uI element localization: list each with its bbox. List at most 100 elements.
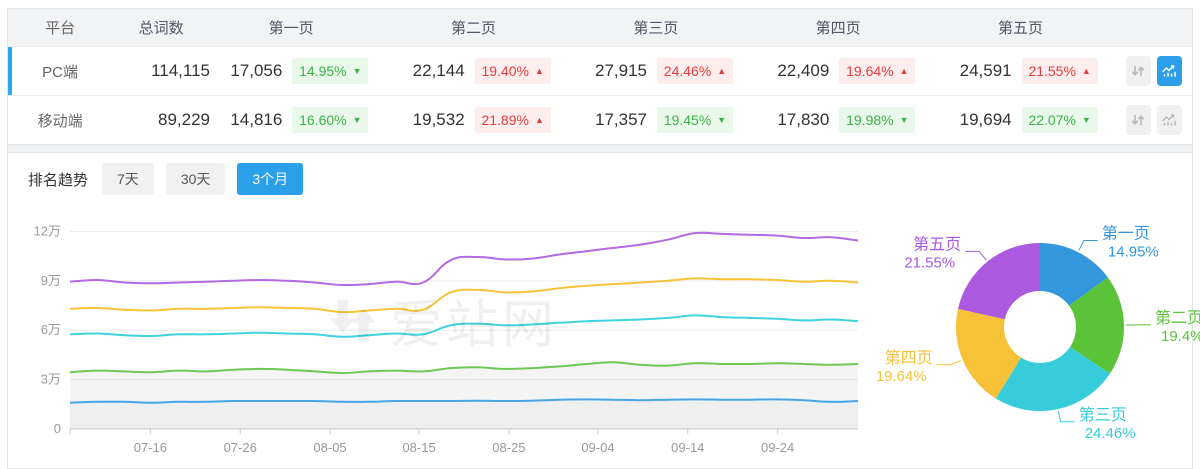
- sort-button[interactable]: [1125, 105, 1151, 135]
- page-count: 17,830: [777, 110, 830, 129]
- change-badge: 22.07% ▼: [1021, 107, 1098, 133]
- line-chart-icon: [1162, 114, 1177, 126]
- change-badge: 19.40% ▲: [474, 58, 551, 84]
- tab-3-months[interactable]: 3个月: [237, 163, 304, 195]
- change-pct: 22.07%: [1028, 112, 1076, 128]
- tab-7-days[interactable]: 7天: [102, 163, 154, 195]
- svg-text:08-05: 08-05: [313, 440, 346, 455]
- svg-text:12万: 12万: [34, 223, 61, 238]
- trend-arrow-icon: ▼: [352, 65, 362, 76]
- header-page5: 第五页: [997, 20, 1043, 37]
- change-badge: 19.45% ▼: [656, 107, 733, 133]
- page1-cell: 17,056 14.95% ▼: [214, 58, 396, 84]
- change-badge: 21.89% ▲: [474, 107, 551, 133]
- trend-arrow-icon: ▼: [899, 114, 909, 125]
- platform-cell: PC端: [42, 63, 79, 81]
- svg-text:第一页: 第一页: [1102, 225, 1150, 243]
- change-pct: 16.60%: [299, 112, 347, 128]
- trend-arrow-icon: ▼: [717, 114, 727, 125]
- svg-text:08-25: 08-25: [492, 440, 525, 455]
- platform-cell: 移动端: [37, 112, 83, 130]
- trend-toolbar: 排名趋势 7天 30天 3个月: [8, 153, 1192, 199]
- change-badge: 16.60% ▼: [292, 107, 369, 133]
- change-pct: 24.46%: [663, 63, 712, 79]
- change-badge: 19.98% ▼: [839, 107, 916, 133]
- trend-arrow-icon: ▲: [534, 65, 544, 76]
- page1-cell: 14,816 16.60% ▼: [214, 107, 396, 133]
- page5-cell: 24,591 21.55% ▲: [943, 58, 1125, 84]
- rank-table: 平台 总词数 第一页 第二页 第三页 第四页 第五页 PC端 114,115 1…: [8, 9, 1192, 144]
- svg-text:09-14: 09-14: [671, 440, 704, 455]
- trend-arrow-icon: ▲: [717, 65, 727, 76]
- svg-text:09-24: 09-24: [761, 440, 794, 455]
- page4-cell: 17,830 19.98% ▼: [761, 107, 943, 133]
- total-count: 89,229: [158, 110, 210, 129]
- line-chart-canvas: 0 3万 6万 9万 12万 07-16 07-26 08-05 08-15 08-25 09-04…: [14, 199, 872, 468]
- change-pct: 14.95%: [299, 63, 347, 79]
- header-total: 总词数: [138, 20, 184, 37]
- sort-button[interactable]: [1125, 56, 1151, 86]
- change-pct: 19.98%: [846, 112, 894, 128]
- total-count: 114,115: [151, 61, 210, 80]
- page-count: 27,915: [594, 61, 647, 80]
- svg-text:24.46%: 24.46%: [1085, 425, 1136, 442]
- trend-arrow-icon: ▲: [534, 114, 544, 125]
- svg-text:19.4%: 19.4%: [1161, 328, 1200, 345]
- change-pct: 21.89%: [481, 112, 529, 128]
- section-divider: [8, 144, 1192, 153]
- header-page4: 第四页: [815, 20, 861, 37]
- svg-text:21.55%: 21.55%: [904, 254, 955, 271]
- trend-section-title: 排名趋势: [28, 171, 89, 189]
- header-page3: 第三页: [633, 20, 679, 37]
- rank-trend-section: 排名趋势 7天 30天 3个月 0 3万 6万 9万 12万 07-16 07-26 08-0…: [8, 153, 1200, 468]
- page-count: 22,409: [777, 61, 830, 80]
- page3-cell: 27,915 24.46% ▲: [579, 58, 761, 84]
- svg-text:19.64%: 19.64%: [876, 368, 927, 385]
- svg-text:09-04: 09-04: [581, 440, 614, 455]
- line-chart: 0 3万 6万 9万 12万 07-16 07-26 08-05 08-15 08-25 09-04…: [14, 199, 872, 468]
- change-badge: 21.55% ▲: [1021, 58, 1098, 84]
- page-count: 17,056: [230, 61, 283, 80]
- change-pct: 19.64%: [846, 63, 894, 79]
- change-pct: 21.55%: [1028, 63, 1076, 79]
- svg-text:第四页: 第四页: [885, 349, 933, 367]
- keyword-rank-panel: 平台 总词数 第一页 第二页 第三页 第四页 第五页 PC端 114,115 1…: [7, 8, 1200, 469]
- change-badge: 24.46% ▲: [656, 58, 733, 84]
- table-row-mobile[interactable]: 移动端 89,229 14,816 16.60% ▼ 19,532 21.89% ▲…: [8, 95, 1192, 144]
- trend-arrow-icon: ▼: [1081, 114, 1091, 125]
- svg-text:9万: 9万: [41, 273, 61, 288]
- page-count: 17,357: [594, 110, 647, 129]
- charts-row: 0 3万 6万 9万 12万 07-16 07-26 08-05 08-15 08-25 09-04…: [8, 199, 1200, 468]
- change-badge: 14.95% ▼: [292, 58, 369, 84]
- svg-text:0: 0: [54, 421, 61, 436]
- svg-text:6万: 6万: [41, 322, 61, 337]
- page2-cell: 19,532 21.89% ▲: [396, 107, 578, 133]
- trend-arrow-icon: ▲: [1081, 65, 1091, 76]
- trend-arrow-icon: ▼: [352, 114, 362, 125]
- page4-cell: 22,409 19.64% ▲: [761, 58, 943, 84]
- page-count: 19,532: [412, 110, 465, 129]
- svg-text:第二页: 第二页: [1155, 309, 1200, 327]
- table-header: 平台 总词数 第一页 第二页 第三页 第四页 第五页: [8, 9, 1192, 46]
- page-count: 19,694: [959, 110, 1012, 129]
- header-page1: 第一页: [268, 20, 314, 37]
- tab-30-days[interactable]: 30天: [165, 163, 226, 195]
- table-row-pc[interactable]: PC端 114,115 17,056 14.95% ▼ 22,144 19.40%…: [8, 46, 1192, 95]
- svg-text:第三页: 第三页: [1079, 406, 1127, 424]
- sort-arrows-icon: [1132, 65, 1145, 77]
- line-chart-icon: [1162, 65, 1177, 77]
- page2-cell: 22,144 19.40% ▲: [396, 58, 578, 84]
- header-page2: 第二页: [450, 20, 496, 37]
- svg-text:07-16: 07-16: [134, 440, 167, 455]
- change-badge: 19.64% ▲: [839, 58, 916, 84]
- svg-text:08-15: 08-15: [402, 440, 435, 455]
- svg-text:3万: 3万: [41, 372, 61, 387]
- svg-text:14.95%: 14.95%: [1108, 244, 1159, 261]
- page5-cell: 19,694 22.07% ▼: [943, 107, 1125, 133]
- page-count: 22,144: [412, 61, 465, 80]
- change-pct: 19.40%: [481, 63, 529, 79]
- chart-button[interactable]: [1156, 56, 1182, 86]
- sort-arrows-icon: [1132, 114, 1145, 126]
- svg-text:第五页: 第五页: [913, 235, 961, 253]
- chart-button[interactable]: [1156, 105, 1182, 135]
